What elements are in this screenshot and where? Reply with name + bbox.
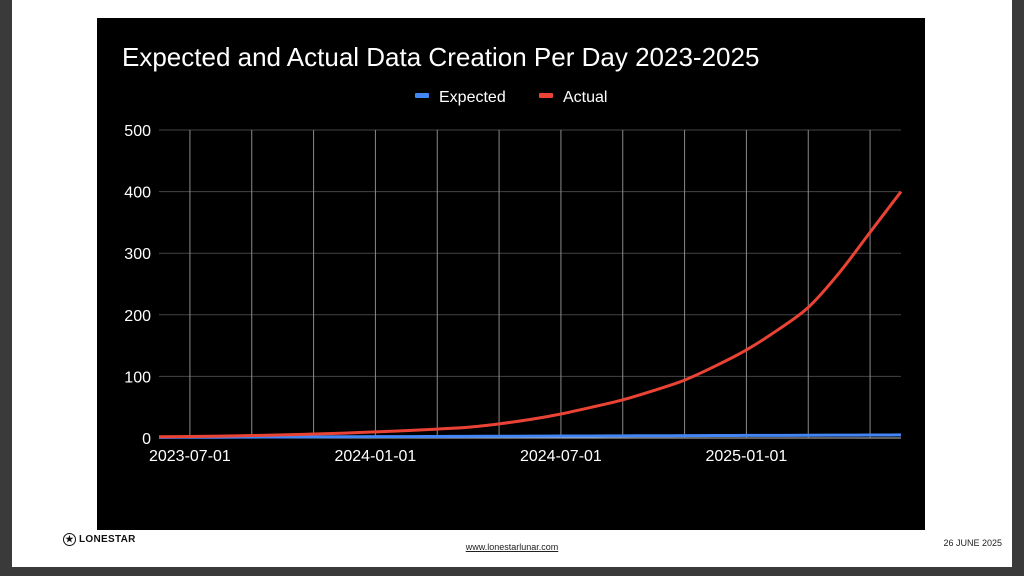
footer-date: 26 JUNE 2025 [943,538,1002,548]
legend-swatch-expected [415,93,429,98]
series-line-actual [158,190,903,439]
y-tick-label: 200 [124,308,151,325]
footer-url[interactable]: www.lonestarlunar.com [465,542,559,552]
x-tick-label: 2024-07-01 [520,448,602,465]
y-tick-label: 500 [124,123,151,140]
legend-swatch-actual [539,93,553,98]
star-icon: ★ [63,533,76,546]
logo-text: LONESTAR [79,534,136,545]
y-tick-label: 400 [124,185,151,202]
chart: Expected and Actual Data Creation Per Da… [97,18,925,530]
lonestar-logo: ★ LONESTAR [63,533,136,546]
x-tick-label: 2023-07-01 [149,448,231,465]
y-tick-label: 0 [142,431,151,448]
x-tick-label: 2024-01-01 [334,448,416,465]
x-tick-label: 2025-01-01 [705,448,787,465]
chart-title: Expected and Actual Data Creation Per Da… [122,42,759,72]
chart-svg: Expected and Actual Data Creation Per Da… [122,42,903,465]
legend-label-actual: Actual [563,89,607,106]
y-tick-label: 100 [124,369,151,386]
legend-label-expected: Expected [439,89,506,106]
y-tick-label: 300 [124,246,151,263]
